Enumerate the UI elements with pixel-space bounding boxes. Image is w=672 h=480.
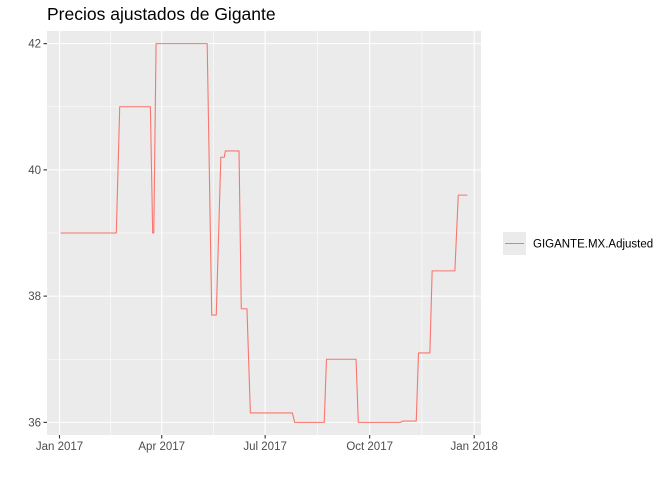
legend-label: GIGANTE.MX.Adjusted (533, 239, 653, 251)
series-layer (60, 43, 468, 423)
y-axis: 36 38 40 42 (28, 39, 47, 429)
series-line (60, 43, 468, 423)
x-tick-label: Jul 2017 (243, 441, 286, 453)
y-tick-label: 38 (28, 291, 41, 303)
chart-title: Precios ajustados de Gigante (47, 4, 276, 24)
y-tick-label: 40 (28, 165, 41, 177)
x-tick-label: Apr 2017 (138, 441, 185, 453)
y-tick-label: 42 (28, 39, 41, 51)
legend: GIGANTE.MX.Adjusted (503, 232, 653, 255)
x-tick-label: Jan 2017 (36, 441, 83, 453)
y-tick-label: 36 (28, 417, 41, 429)
major-gridlines (47, 31, 481, 435)
x-tick-label: Oct 2017 (346, 441, 393, 453)
x-tick-label: Jan 2018 (451, 441, 498, 453)
x-axis: Jan 2017 Apr 2017 Jul 2017 Oct 2017 Jan 2018 (36, 435, 498, 453)
